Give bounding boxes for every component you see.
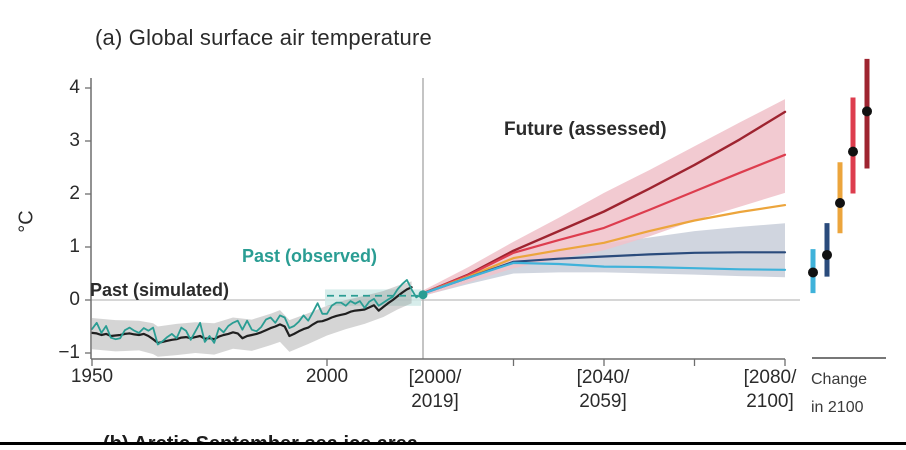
- bar-dot-red: [848, 146, 858, 157]
- x-period-label: [2040/ 2059]: [576, 367, 630, 412]
- line-future-light-blue: [419, 261, 787, 296]
- band-past-simulated-range: [92, 281, 412, 357]
- next-panel-title-cropped: (b) Arctic September sea ice area: [103, 433, 418, 444]
- y-tick-label: 1: [69, 236, 80, 257]
- band-future-pink-range: [421, 99, 785, 297]
- y-tick-label: 4: [69, 77, 80, 98]
- panel-title: (a) Global surface air temperature: [95, 25, 432, 50]
- x-tick-label: 1950: [70, 366, 114, 387]
- annotation-future-assessed: Future (assessed): [504, 119, 667, 140]
- annotation-past-simulated: Past (simulated): [90, 280, 230, 300]
- next-panel-cropped-strip: (b) Arctic September sea ice area: [0, 433, 906, 444]
- line-past-observed: [91, 278, 422, 346]
- y-tick-label: 2: [69, 183, 80, 204]
- bar-dot-orange: [835, 198, 845, 209]
- band-future-blue-range: [421, 223, 785, 297]
- line-future-red: [419, 153, 787, 296]
- y-tick-label: 3: [69, 130, 80, 151]
- annotation-past-observed: Past (observed): [242, 246, 378, 266]
- y-tick-label: −1: [58, 342, 80, 363]
- line-past-simulated: [90, 286, 413, 344]
- bottom-border-line: [0, 442, 906, 445]
- y-axis-unit-label: °C: [15, 210, 38, 233]
- x-tick-label: 2000: [305, 366, 349, 387]
- y-tick-label: 0: [69, 289, 80, 310]
- x-period-label: [2000/ 2019]: [408, 367, 462, 412]
- x-period-label: [2080/ 2100]: [743, 367, 797, 412]
- line-future-orange: [419, 204, 787, 296]
- bar-dot-dark-red: [862, 106, 872, 117]
- bar-dot-light-blue: [808, 267, 818, 278]
- bar-dot-dark-blue: [822, 249, 832, 260]
- change-in-2100-label: Change in 2100: [811, 371, 868, 416]
- observed-end-dot: [418, 290, 428, 300]
